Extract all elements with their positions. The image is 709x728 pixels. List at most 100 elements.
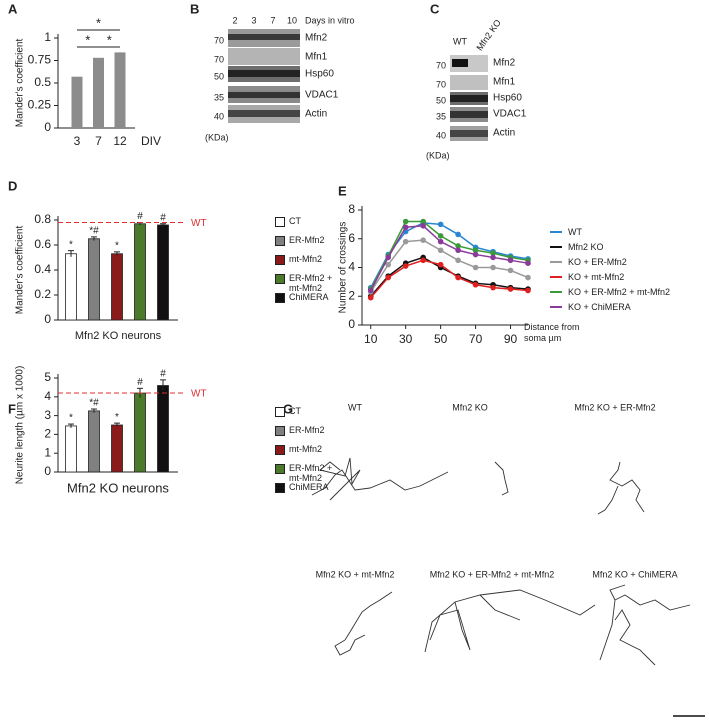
series-point [472,281,479,288]
bar [111,253,123,321]
series-point [385,261,392,268]
series-point [525,274,531,281]
legend-label: ER-Mfn2 + mt-Mfn2 [289,273,333,293]
y-tick-label: 0.75 [28,53,52,67]
mw-label: 40 [214,111,224,121]
tracing [614,609,656,666]
legend-entry: Mfn2 KO [550,239,670,254]
legend-label: ER-Mfn2 [289,425,325,435]
mw-label: 35 [436,111,446,121]
band [228,92,300,98]
band [228,70,300,77]
y-tick-label: 2 [348,288,355,302]
tracing [494,461,509,496]
y-tick-label: 6 [348,231,355,245]
lane-label: 10 [287,15,297,25]
tracing [424,589,596,653]
band [228,110,300,117]
y-tick-label: 5 [44,370,51,384]
series-point [437,261,444,268]
series-line [370,220,529,290]
legend-swatch [275,217,285,227]
legend-swatch [275,293,285,303]
tracing [479,594,521,621]
legend-swatch [275,464,285,474]
bar [88,238,100,321]
y-tick-label: 0.2 [34,287,51,301]
x-axis-label: DIV [141,134,161,148]
legend-swatch [275,483,285,493]
panel-label: C [430,1,440,16]
x-axis-label: Mfn2 KO neurons [75,330,162,342]
bar [134,223,146,321]
legend-swatch [550,260,562,263]
legend-label: KO + mt-Mfn2 [568,271,625,282]
series-point [490,250,496,256]
legend-label: Mfn2 KO [568,241,604,252]
tracing-title: Mfn2 KO + mt-Mfn2 [316,569,395,579]
series-line [370,256,529,297]
bar [88,410,100,473]
bar [93,57,104,128]
series-point [402,218,409,225]
lane-title: Days in vitro [305,15,355,25]
significance-label: * [85,32,90,47]
blot-strip [450,75,488,90]
series-point [525,287,531,294]
series-point [367,287,374,294]
blot-c [450,55,488,141]
x-tick-label: 30 [399,332,413,346]
legend-swatch [550,230,562,233]
blot-b [228,29,300,123]
y-tick-label: 4 [44,389,51,403]
tracing [334,634,366,656]
series-point [455,274,461,281]
tracing [609,461,645,513]
legend-swatch [550,245,562,248]
significance-label: * [107,32,112,47]
series-point [420,237,426,243]
legend-swatch [275,407,285,417]
y-tick-label: 4 [348,260,355,274]
series-point [385,274,392,281]
protein-label: VDAC1 [493,109,527,120]
series-point [525,260,531,266]
legend-entry: KO + ER-Mfn2 [550,254,670,269]
series-point [507,257,514,264]
series-point [402,224,409,231]
y-axis-label: Mander's coefficient [15,39,26,128]
y-tick-label: 0 [348,317,355,331]
series-point [507,286,514,292]
band [452,59,468,67]
panel-label: A [8,1,18,16]
bar [71,76,83,128]
band [228,34,300,40]
legend-entry: ER-Mfn2 + mt-Mfn2 [275,273,333,293]
bar [157,385,169,473]
y-tick-label: 0.6 [34,237,51,251]
significance-label: # [160,212,166,223]
legend-entry: mt-Mfn2 [275,254,332,273]
tracing-title: Mfn2 KO [452,402,488,412]
tracing [344,591,393,641]
legend-entry: CT [275,406,332,425]
x-tick-label: 10 [364,332,378,346]
legend-swatch [275,426,285,436]
panel-label: F [8,401,16,416]
legend-label: ER-Mfn2 + mt-Mfn2 [289,463,333,483]
significance-label: * [69,239,73,250]
neuron-tracings [311,457,705,717]
series-point [437,233,444,239]
series-point [490,254,496,261]
mw-label: 70 [214,35,224,45]
series-point [420,218,426,225]
protein-label: Mfn1 [305,52,328,63]
bar [111,424,123,473]
panel-label: B [190,1,199,16]
tracing-title: Mfn2 KO + ER-Mfn2 + mt-Mfn2 [430,569,555,579]
legend-label: CT [289,406,301,416]
y-tick-label: 0 [44,120,51,134]
significance-label: * [69,413,73,424]
x-tick-label: 90 [504,332,518,346]
x-tick-label: 7 [95,134,102,148]
